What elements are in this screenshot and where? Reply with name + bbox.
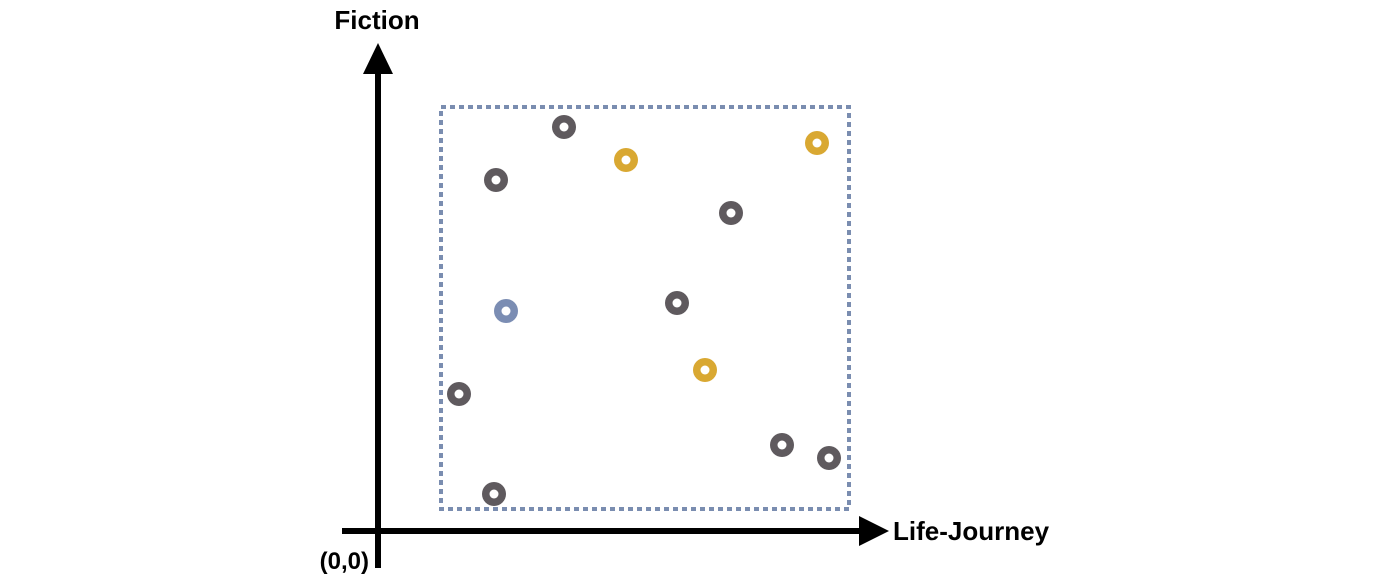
point-marker <box>817 446 841 470</box>
point-marker <box>665 291 689 315</box>
y-axis-label: Fiction <box>334 5 419 35</box>
point-marker <box>494 299 518 323</box>
x-axis-arrowhead <box>859 516 889 546</box>
point-marker <box>805 131 829 155</box>
point-marker <box>693 358 717 382</box>
origin-label: (0,0) <box>320 548 369 575</box>
points-layer <box>447 115 841 506</box>
point-marker <box>482 482 506 506</box>
point-marker <box>614 148 638 172</box>
point-marker <box>770 433 794 457</box>
point-marker <box>447 382 471 406</box>
point-marker <box>719 201 743 225</box>
x-axis-label: Life-Journey <box>893 516 1050 546</box>
point-marker <box>552 115 576 139</box>
point-marker <box>484 168 508 192</box>
y-axis-arrowhead <box>363 43 393 74</box>
